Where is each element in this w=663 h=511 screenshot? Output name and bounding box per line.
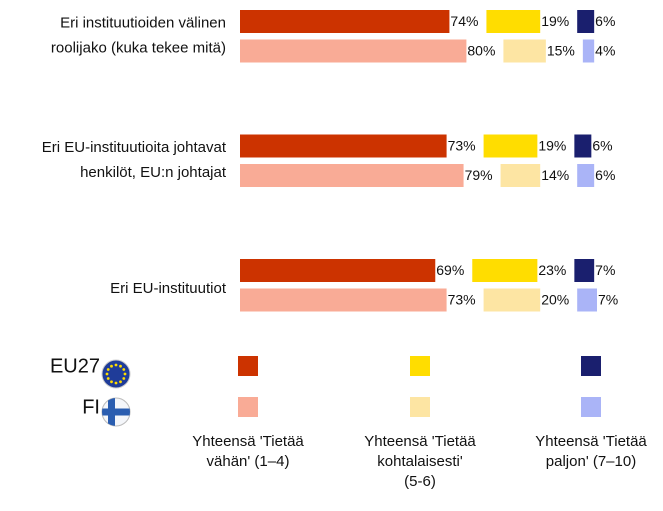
- bar-segment: [577, 288, 597, 312]
- bar-segment: [574, 134, 592, 158]
- bar-segment: [240, 134, 447, 158]
- bar-segment: [483, 288, 541, 312]
- legend-row-label: EU27: [50, 355, 100, 377]
- eu-flag: [101, 359, 131, 389]
- value-label: 74%: [450, 13, 478, 29]
- legend-swatch: [581, 397, 601, 417]
- category-label: Eri EU-instituutiot: [110, 280, 227, 297]
- value-label: 6%: [592, 138, 612, 154]
- bar-segment: [577, 10, 595, 33]
- legend-label: Yhteensä 'Tietää: [364, 433, 476, 450]
- bar-segment: [574, 259, 595, 282]
- value-label: 73%: [448, 292, 476, 308]
- value-label: 14%: [541, 167, 569, 183]
- legend-label: vähän' (1–4): [207, 453, 290, 470]
- value-label: 6%: [595, 13, 615, 29]
- category-label: Eri EU-instituutioita johtavat: [42, 139, 227, 156]
- bar-segment: [240, 288, 447, 312]
- bar-segment: [483, 134, 538, 158]
- fi-flag: [101, 397, 131, 427]
- bar-segment: [240, 259, 436, 282]
- legend-swatch: [410, 397, 430, 417]
- legend-swatch: [410, 356, 430, 376]
- bar-segment: [240, 164, 464, 187]
- value-label: 4%: [595, 43, 615, 59]
- bar-segment: [472, 259, 538, 282]
- value-label: 73%: [448, 138, 476, 154]
- value-label: 80%: [467, 43, 495, 59]
- legend-swatch: [238, 397, 258, 417]
- value-label: 19%: [541, 13, 569, 29]
- bar-segment: [582, 39, 595, 63]
- value-label: 6%: [595, 167, 615, 183]
- value-label: 69%: [436, 262, 464, 278]
- value-label: 23%: [538, 262, 566, 278]
- bar-segment: [500, 164, 541, 187]
- legend-swatch: [581, 356, 601, 376]
- value-label: 7%: [598, 292, 618, 308]
- legend-row-label: FI: [82, 396, 100, 418]
- bar-segment: [503, 39, 546, 63]
- category-label: roolijako (kuka tekee mitä): [51, 40, 226, 57]
- bar-segment: [577, 164, 595, 187]
- value-label: 79%: [465, 167, 493, 183]
- category-label: Eri instituutioiden välinen: [60, 15, 226, 32]
- value-label: 20%: [541, 292, 569, 308]
- legend-swatch: [238, 356, 258, 376]
- value-label: 7%: [595, 262, 615, 278]
- legend-label: (5-6): [404, 473, 436, 490]
- category-label: henkilöt, EU:n johtajat: [80, 164, 227, 181]
- value-label: 19%: [538, 138, 566, 154]
- value-label: 15%: [547, 43, 575, 59]
- legend-label: kohtalaisesti': [377, 453, 463, 470]
- bar-segment: [240, 39, 467, 63]
- legend-label: Yhteensä 'Tietää: [192, 433, 304, 450]
- legend-label: paljon' (7–10): [546, 453, 636, 470]
- bar-segment: [486, 10, 541, 33]
- legend-label: Yhteensä 'Tietää: [535, 433, 647, 450]
- bar-segment: [240, 10, 450, 33]
